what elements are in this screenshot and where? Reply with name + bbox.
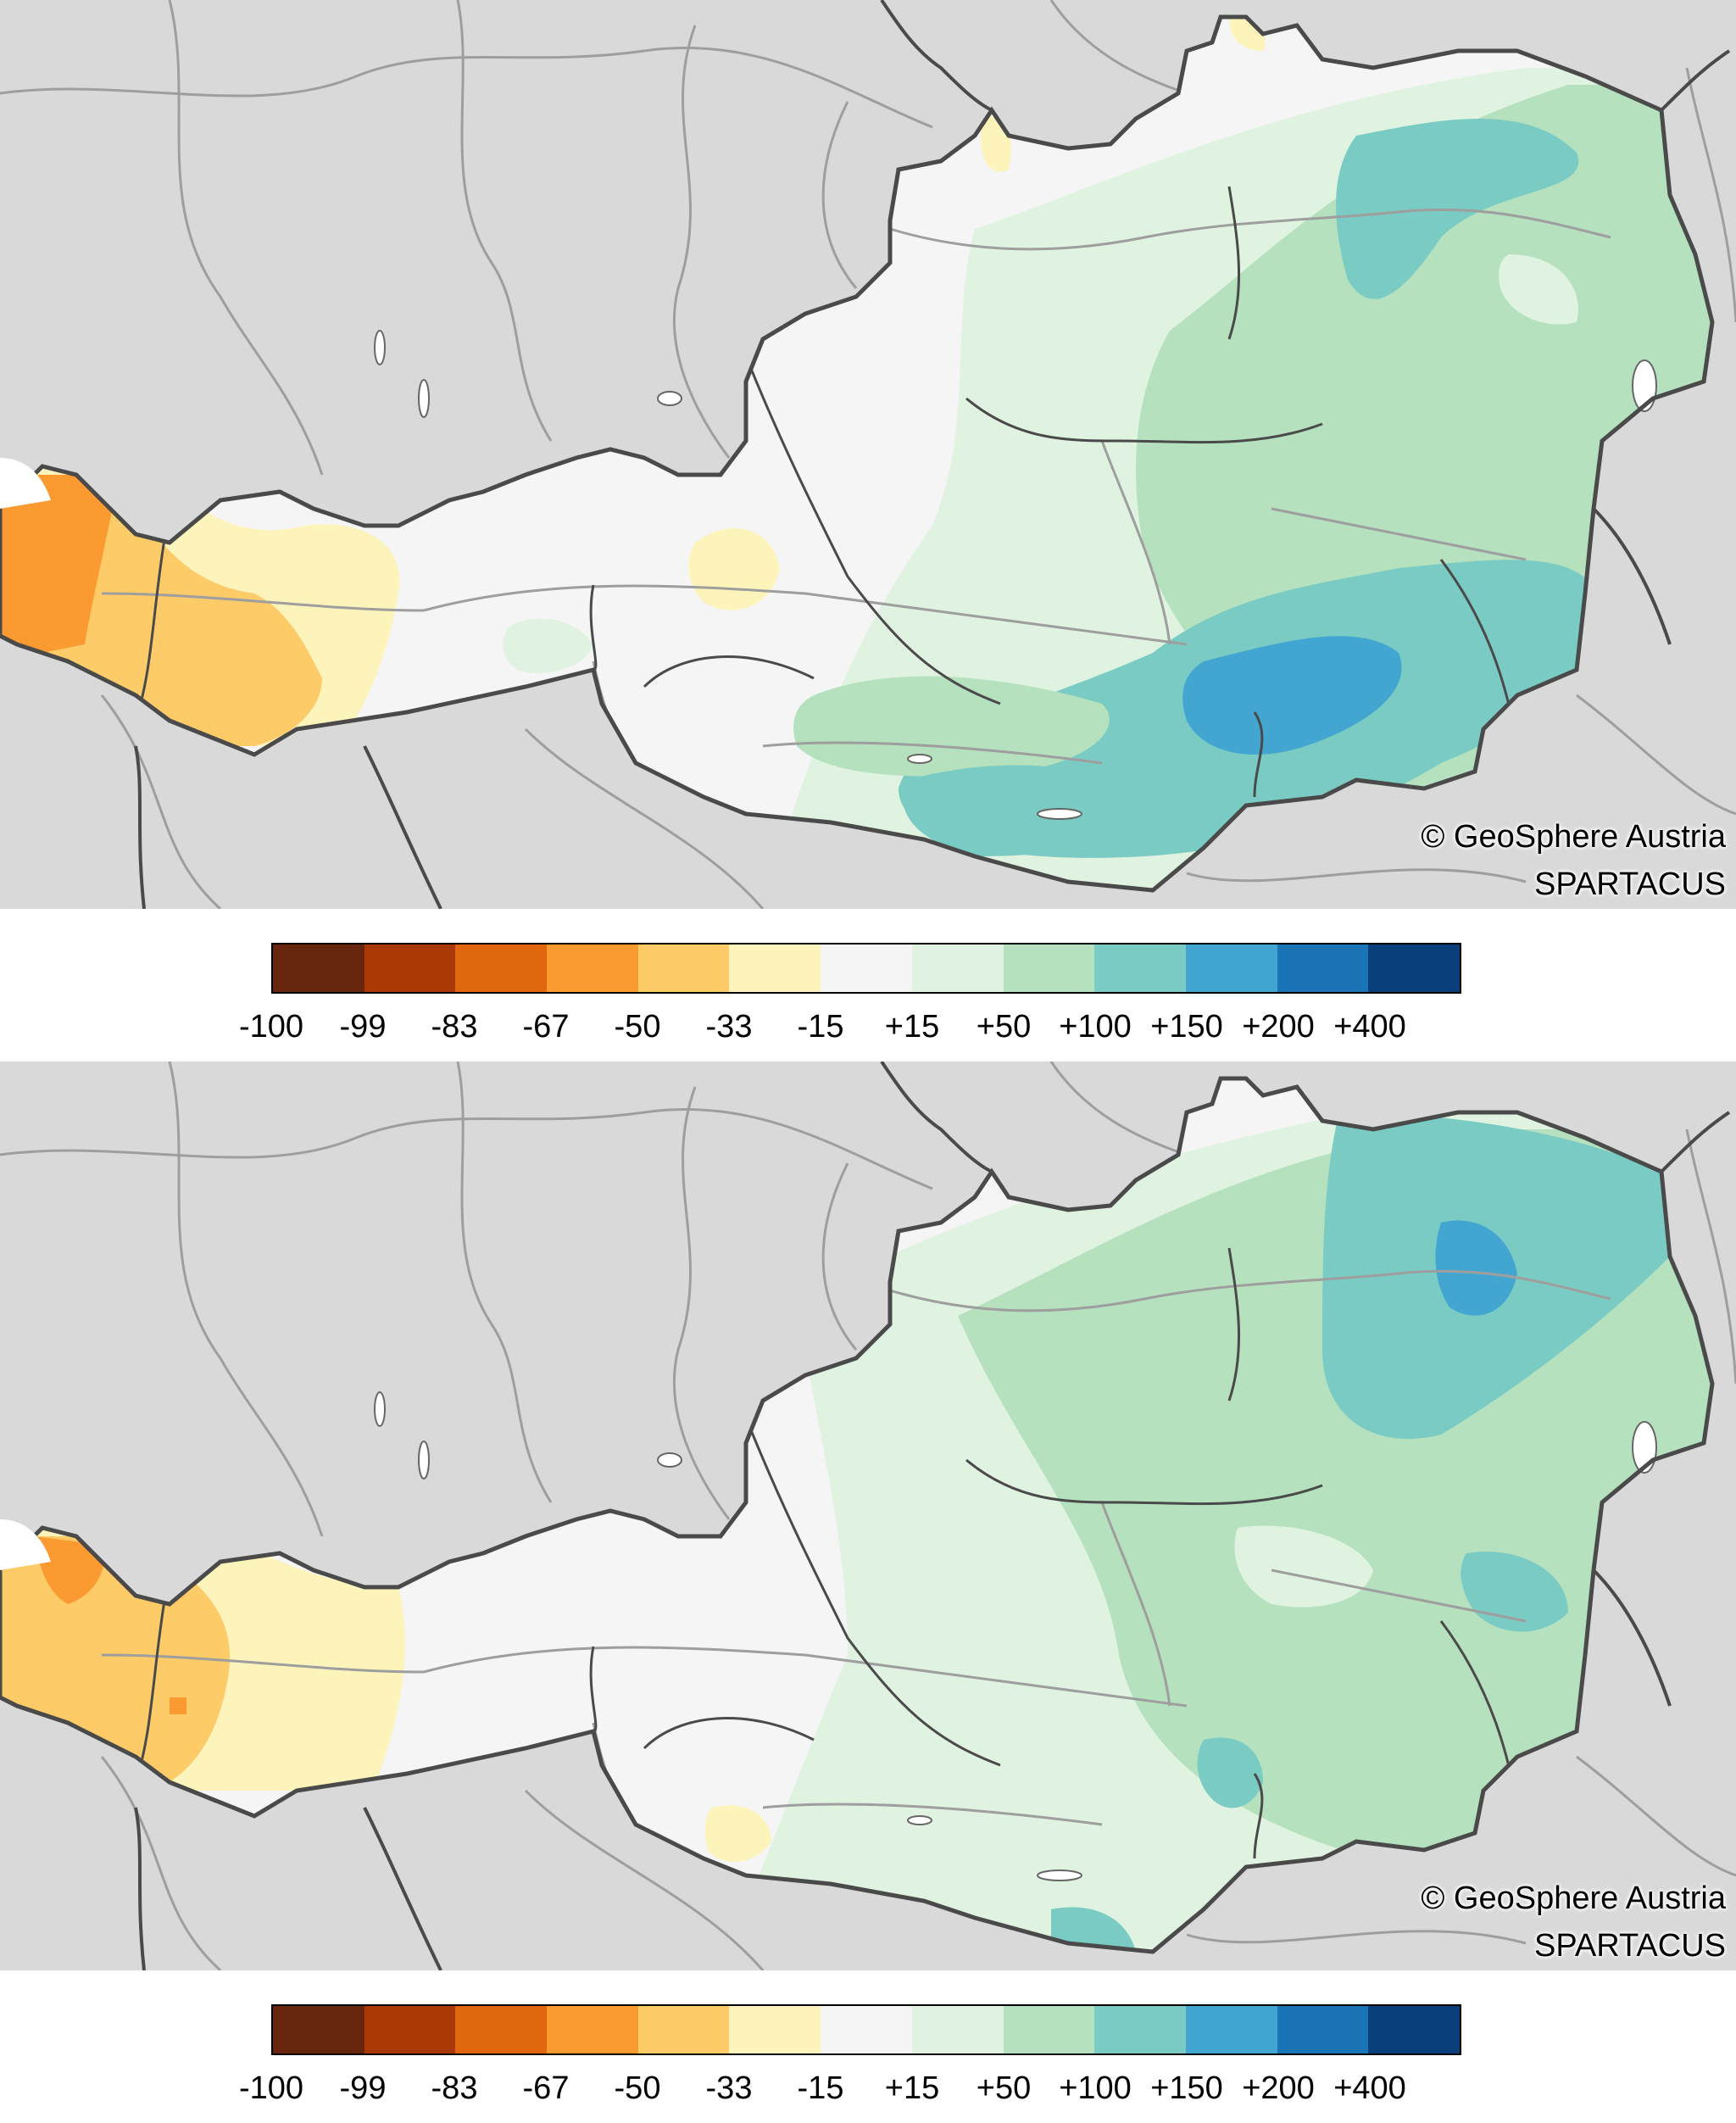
legend-label: -83 bbox=[431, 2070, 478, 2106]
legend-swatch bbox=[364, 944, 456, 992]
legend-label: -100 bbox=[238, 1009, 304, 1045]
rivers-inside bbox=[101, 1269, 1611, 1894]
country-border bbox=[0, 1076, 1715, 1954]
legend-label: +200 bbox=[1242, 1009, 1315, 1045]
legend-swatch bbox=[1094, 944, 1186, 992]
legend-label: -15 bbox=[797, 1009, 844, 1045]
legend-label: -50 bbox=[614, 1009, 661, 1045]
legend-swatch bbox=[911, 944, 1004, 992]
legend-label: -99 bbox=[339, 1009, 387, 1045]
legend-label: +100 bbox=[1059, 1009, 1132, 1045]
white-area bbox=[0, 458, 51, 509]
legend-label: -33 bbox=[705, 2070, 753, 2106]
legend-label: +150 bbox=[1150, 1009, 1223, 1045]
credit-copyright: © GeoSphere Austria bbox=[1421, 1881, 1726, 1916]
legend-label: +50 bbox=[976, 2070, 1032, 2106]
legend-swatch bbox=[1277, 944, 1369, 992]
legend-label: +200 bbox=[1242, 2070, 1315, 2106]
legend-swatch bbox=[547, 944, 638, 992]
legend-swatch bbox=[547, 2006, 638, 2053]
legend-swatch bbox=[821, 2006, 912, 2053]
precipitation-anomaly-map-bottom bbox=[0, 1062, 1736, 1970]
legend-swatch bbox=[821, 944, 912, 992]
legend-swatch bbox=[729, 2006, 821, 2053]
legend-swatch bbox=[1368, 2006, 1460, 2053]
white-area bbox=[0, 1519, 51, 1570]
rivers-outside bbox=[0, 1062, 1736, 1970]
legend-label: -100 bbox=[238, 2070, 304, 2106]
map-panel-top: © GeoSphere Austria SPARTACUS bbox=[0, 0, 1736, 909]
legend-swatch bbox=[1368, 944, 1460, 992]
precipitation-anomaly-map-top bbox=[0, 0, 1736, 909]
neighbour-borders bbox=[134, 1062, 1731, 1970]
legend-swatch bbox=[1003, 2006, 1095, 2053]
legend-swatch bbox=[1003, 944, 1095, 992]
legend-swatch bbox=[364, 2006, 456, 2053]
country-border bbox=[0, 14, 1715, 893]
legend-label: -99 bbox=[339, 2070, 387, 2106]
legend-bottom: -100 -99 -83 -67 -50 -33 -15 +15 +50 +10… bbox=[0, 1970, 1736, 2123]
legend-swatch bbox=[273, 944, 364, 992]
rivers-outside bbox=[0, 0, 1736, 909]
legend-swatch bbox=[273, 2006, 364, 2053]
legend-label: +400 bbox=[1333, 2070, 1406, 2106]
legend-swatch bbox=[1185, 2006, 1277, 2053]
credit-source: SPARTACUS bbox=[1534, 1928, 1726, 1964]
legend-swatch bbox=[911, 2006, 1004, 2053]
legend-swatch bbox=[729, 944, 821, 992]
legend-label: -83 bbox=[431, 1009, 478, 1045]
legend-label: +400 bbox=[1333, 1009, 1406, 1045]
credit-copyright: © GeoSphere Austria bbox=[1421, 819, 1726, 855]
legend-label: +50 bbox=[976, 1009, 1032, 1045]
neighbour-borders bbox=[134, 0, 1731, 909]
legend-swatch bbox=[1185, 944, 1277, 992]
legend-colorbar bbox=[271, 2004, 1461, 2055]
map-panel-bottom: © GeoSphere Austria SPARTACUS bbox=[0, 1062, 1736, 1970]
legend-label: +150 bbox=[1150, 2070, 1223, 2106]
legend-swatch bbox=[455, 944, 548, 992]
legend-colorbar bbox=[271, 943, 1461, 994]
legend-swatch bbox=[637, 2006, 730, 2053]
legend-label: -67 bbox=[522, 1009, 570, 1045]
legend-label: -67 bbox=[522, 2070, 570, 2106]
legend-label: -50 bbox=[614, 2070, 661, 2106]
legend-label: +15 bbox=[884, 1009, 940, 1045]
legend-label: +15 bbox=[884, 2070, 940, 2106]
legend-label: +100 bbox=[1059, 2070, 1132, 2106]
credit-source: SPARTACUS bbox=[1534, 866, 1726, 902]
legend-label: -15 bbox=[797, 2070, 844, 2106]
legend-top: -100 -99 -83 -67 -50 -33 -15 +15 +50 +10… bbox=[0, 909, 1736, 1062]
legend-swatch bbox=[1094, 2006, 1186, 2053]
legend-swatch bbox=[1277, 2006, 1369, 2053]
legend-swatch bbox=[637, 944, 730, 992]
legend-label: -33 bbox=[705, 1009, 753, 1045]
legend-swatch bbox=[455, 2006, 548, 2053]
